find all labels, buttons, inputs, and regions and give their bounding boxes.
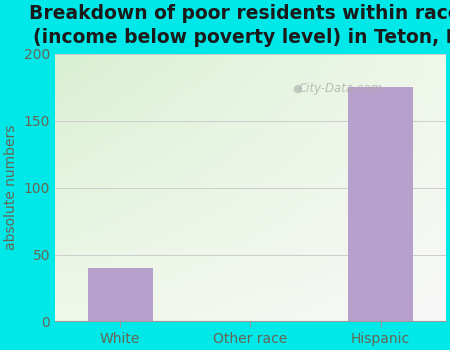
Text: ●: ● — [292, 84, 302, 93]
Text: City-Data.com: City-Data.com — [298, 82, 382, 95]
Y-axis label: absolute numbers: absolute numbers — [4, 125, 18, 250]
Bar — [348, 87, 413, 321]
Bar — [88, 268, 153, 321]
Title: Breakdown of poor residents within races
(income below poverty level) in Teton, : Breakdown of poor residents within races… — [29, 4, 450, 47]
